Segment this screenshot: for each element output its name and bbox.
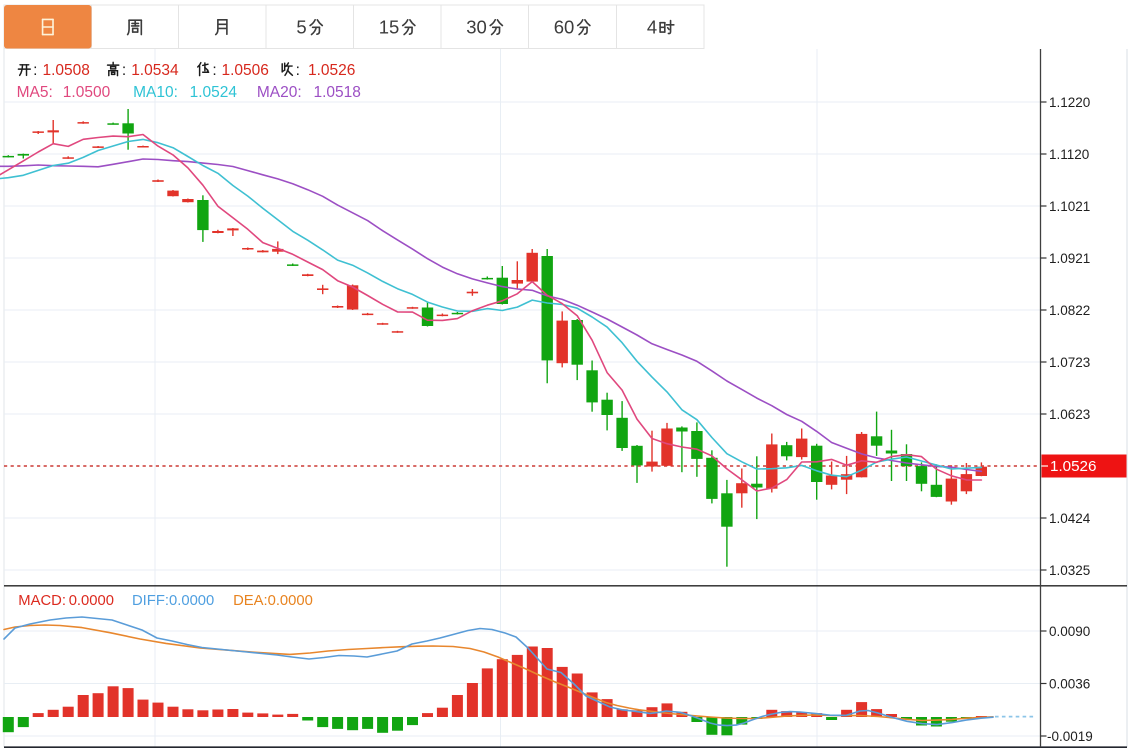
svg-text:MA5:: MA5: <box>17 84 53 101</box>
svg-text::: : <box>33 62 37 79</box>
svg-text:1.1120: 1.1120 <box>1049 147 1089 162</box>
svg-text:15: 15 <box>379 16 400 37</box>
svg-text:MACD:: MACD: <box>18 593 66 609</box>
svg-text:1.0325: 1.0325 <box>1049 563 1090 578</box>
svg-text:0.0000: 0.0000 <box>69 593 114 609</box>
svg-text:1.0822: 1.0822 <box>1049 303 1090 318</box>
svg-text:4: 4 <box>647 16 657 37</box>
svg-text:1.0526: 1.0526 <box>1050 458 1096 475</box>
svg-text:0.0000: 0.0000 <box>169 593 214 609</box>
svg-text:MA20:: MA20: <box>257 84 302 101</box>
svg-text:1.1021: 1.1021 <box>1049 199 1090 214</box>
svg-text:1.0723: 1.0723 <box>1049 355 1090 370</box>
svg-text:DIFF:: DIFF: <box>132 593 169 609</box>
svg-text:1.0534: 1.0534 <box>131 62 179 79</box>
svg-text:DEA:: DEA: <box>233 593 268 609</box>
svg-text:-0.0019: -0.0019 <box>1047 729 1093 744</box>
svg-text:5: 5 <box>296 16 306 37</box>
svg-text:60: 60 <box>554 16 575 37</box>
svg-text::: : <box>122 62 126 79</box>
svg-text:1.0508: 1.0508 <box>43 62 90 79</box>
svg-text:1.0921: 1.0921 <box>1049 251 1090 266</box>
svg-text:1.0518: 1.0518 <box>314 84 361 101</box>
svg-text:1.0506: 1.0506 <box>222 62 269 79</box>
svg-text:0.0000: 0.0000 <box>268 593 313 609</box>
svg-text:1.0526: 1.0526 <box>308 62 355 79</box>
svg-text:30: 30 <box>466 16 487 37</box>
svg-text:1.0524: 1.0524 <box>190 84 238 101</box>
svg-text:1.0500: 1.0500 <box>63 84 111 101</box>
svg-text:1.0623: 1.0623 <box>1049 407 1090 422</box>
svg-text:MA10:: MA10: <box>133 84 178 101</box>
svg-text::: : <box>212 62 216 79</box>
svg-text:0.0036: 0.0036 <box>1049 676 1090 691</box>
svg-text:1.1220: 1.1220 <box>1049 95 1090 110</box>
svg-text:1.0424: 1.0424 <box>1049 511 1091 526</box>
svg-text:0.0090: 0.0090 <box>1049 624 1090 639</box>
svg-text::: : <box>296 62 300 79</box>
